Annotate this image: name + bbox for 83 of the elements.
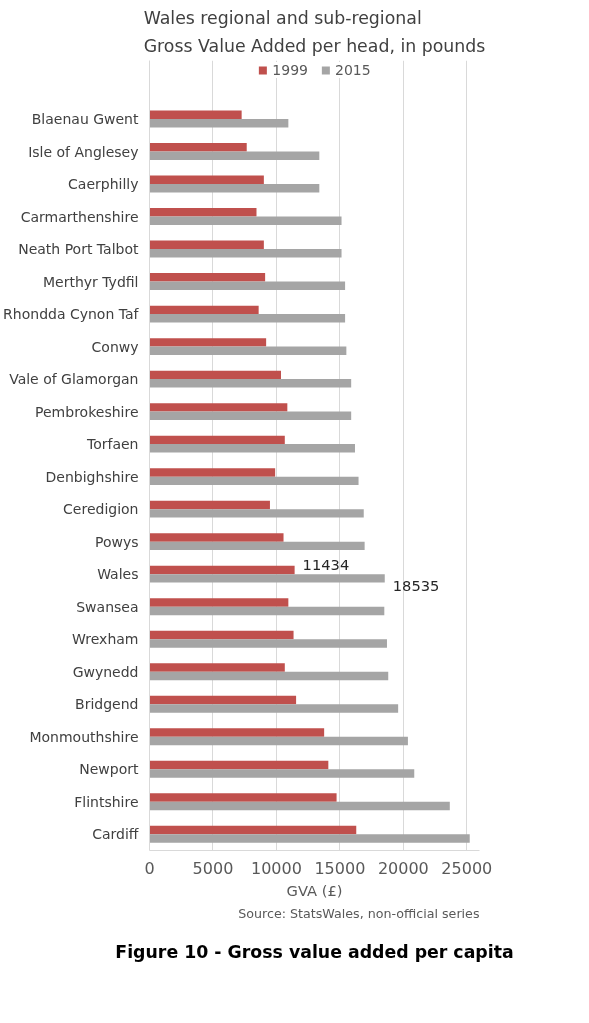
y-tick-label: Pembrokeshire: [35, 403, 139, 420]
y-tick-label: Swansea: [76, 598, 139, 615]
bar: [149, 793, 337, 802]
bar: [149, 110, 242, 120]
x-tick-label: 10000: [250, 858, 302, 878]
x-tick-label: 15000: [314, 858, 366, 878]
bar: [149, 541, 365, 551]
x-tick-label: 0: [144, 858, 155, 878]
bar: [149, 671, 389, 681]
y-tick-label: Bridgend: [75, 696, 139, 713]
caption: Figure 10 - Gross value added per capita: [115, 942, 514, 962]
bar: [149, 663, 285, 672]
bar: [149, 305, 259, 315]
bar: [149, 736, 408, 746]
bar: [149, 444, 355, 453]
bar: [149, 476, 359, 486]
bar: [149, 533, 284, 542]
bar: [149, 598, 289, 607]
bar: [149, 500, 270, 510]
y-tick-label: Flintshire: [74, 793, 139, 810]
bar: [149, 834, 470, 843]
bar: [149, 151, 320, 160]
y-tick-label: Blaenau Gwent: [31, 111, 140, 128]
bar: [149, 379, 352, 388]
bar: [149, 184, 320, 193]
y-tick-label: Merthyr Tydfil: [42, 273, 139, 290]
source-note: Source: StatsWales, non-official series: [238, 905, 480, 921]
bar: [149, 240, 264, 250]
bar: [149, 338, 267, 347]
bar: [149, 143, 247, 152]
y-tick-label: Gwynedd: [72, 663, 139, 680]
bar: [149, 346, 347, 356]
bar: [149, 281, 346, 291]
bar: [149, 695, 297, 705]
x-tick-label: 25000: [441, 858, 493, 878]
bar: [149, 825, 357, 835]
x-tick-label: 20000: [377, 858, 429, 878]
bar: [149, 769, 415, 778]
bar: [149, 249, 342, 258]
bar: [149, 435, 285, 445]
bar: [149, 704, 399, 713]
y-tick-label: Vale of Glamorgan: [9, 371, 139, 388]
y-tick-label: Torfaen: [86, 436, 139, 453]
bar: [149, 370, 281, 380]
bar: [149, 411, 352, 421]
y-tick-label: Isle of Anglesey: [28, 143, 139, 160]
y-tick-label: Conwy: [91, 338, 139, 355]
bar: [149, 565, 295, 575]
y-tick-label: Wrexham: [72, 631, 139, 648]
legend-label: 2015: [335, 62, 371, 78]
bar: [149, 216, 342, 225]
y-tick-label: Denbighshire: [45, 468, 139, 485]
bar: [149, 468, 276, 477]
chart-title: Wales regional and sub-regional Gross Value Added per head, in pounds: [143, 7, 486, 56]
y-tick-label: Neath Port Talbot: [18, 241, 140, 258]
y-tick-label: Cardiff: [92, 826, 139, 843]
bar: [149, 509, 364, 518]
legend-label: 1999: [272, 62, 308, 78]
bar: [149, 574, 385, 583]
y-tick-label: Powys: [94, 533, 139, 550]
x-axis-title: GVA (£): [286, 881, 343, 899]
bar: [149, 639, 387, 648]
bar: [149, 630, 294, 640]
bar: [149, 606, 385, 616]
bar: [149, 728, 325, 737]
bar: [149, 403, 288, 412]
data-label: 11434: [302, 555, 350, 573]
bar: [149, 175, 264, 185]
y-tick-label: Ceredigion: [63, 501, 139, 518]
y-tick-label: Caerphilly: [68, 176, 139, 193]
bar: [149, 760, 329, 770]
bar: [149, 273, 266, 282]
bar: [149, 314, 346, 323]
bar: [149, 119, 289, 128]
y-tick-label: Carmarthenshire: [20, 208, 139, 225]
y-tick-label: Monmouthshire: [29, 728, 139, 745]
bar: [149, 801, 450, 811]
y-tick-label: Wales: [97, 566, 139, 583]
y-tick-label: Newport: [79, 761, 140, 778]
x-tick-label: 5000: [192, 858, 234, 878]
bar: [149, 208, 257, 217]
data-label: 18535: [392, 577, 440, 595]
y-tick-label: Rhondda Cynon Taf: [3, 306, 140, 323]
